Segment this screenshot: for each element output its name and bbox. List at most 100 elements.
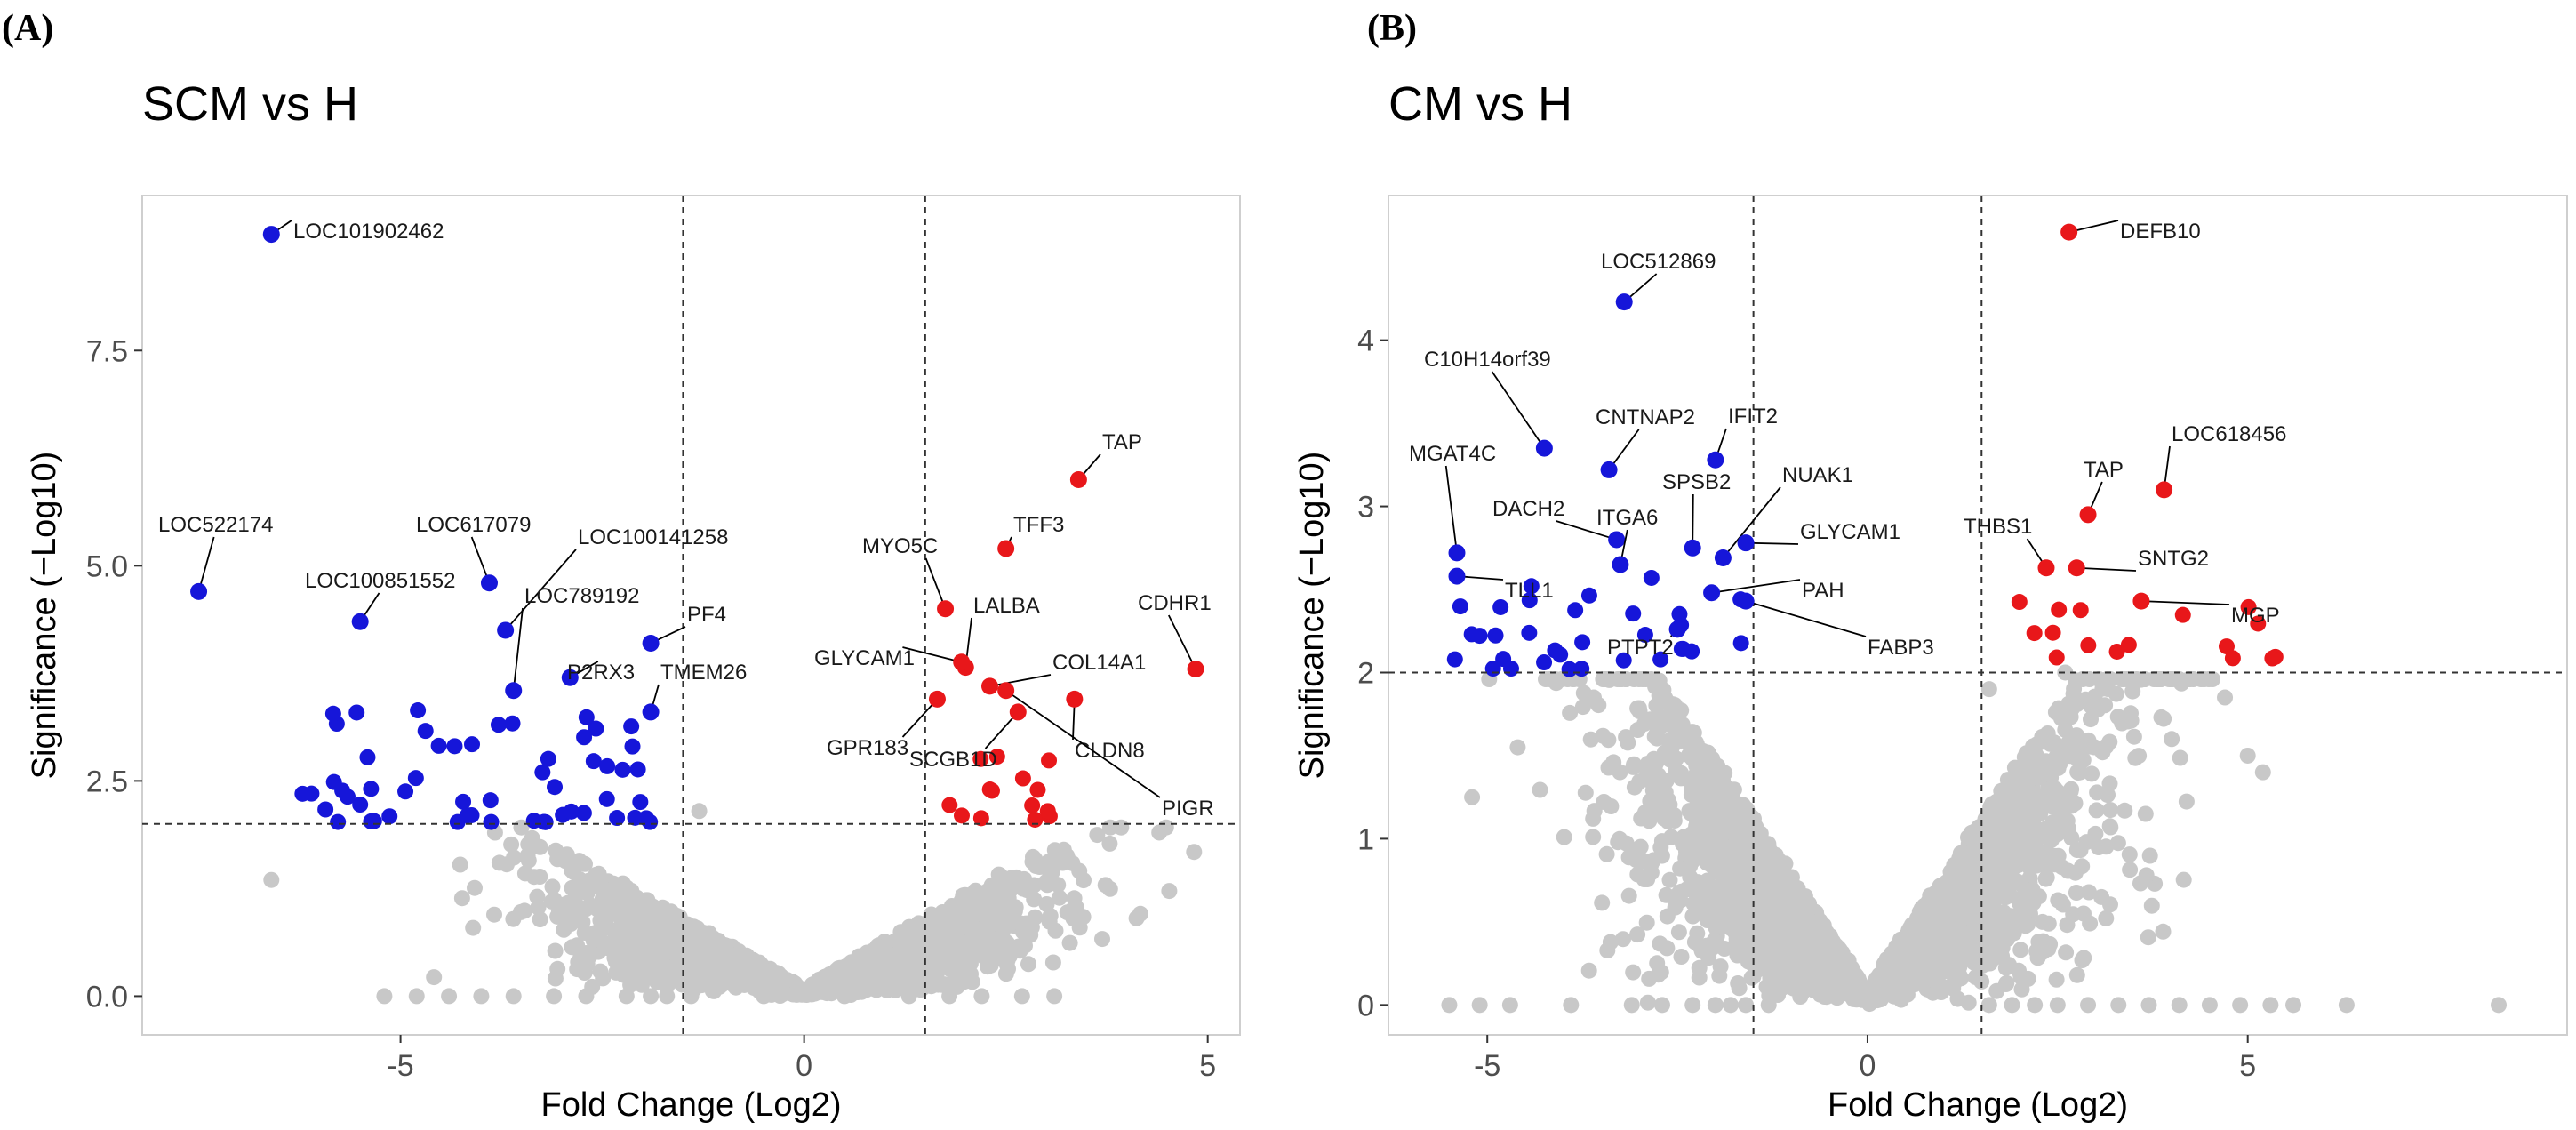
down-point <box>317 801 334 818</box>
ns-point <box>2088 802 2105 819</box>
ns-point <box>1562 704 1579 721</box>
ns-point <box>654 934 671 950</box>
ns-point <box>1949 990 1966 1007</box>
ns-point <box>869 938 886 955</box>
up-point <box>972 810 989 827</box>
down-point <box>397 783 414 800</box>
labeled-gene-point <box>937 600 955 618</box>
labeled-gene-point <box>1187 661 1204 678</box>
down-point <box>525 813 542 829</box>
ns-point <box>1076 872 1092 889</box>
ns-point <box>2178 793 2195 810</box>
labeled-gene-point <box>351 613 369 630</box>
down-point <box>578 709 595 725</box>
gene-label: TAP <box>1102 430 1142 454</box>
gene-label: CLDN8 <box>1075 739 1145 763</box>
down-point <box>464 736 481 753</box>
labeled-gene-point <box>1066 690 1084 708</box>
ns-point <box>623 883 640 899</box>
ns-point <box>1661 871 1678 888</box>
ns-point <box>1026 891 1043 908</box>
ns-point <box>756 963 773 980</box>
up-point <box>1014 770 1031 787</box>
up-point <box>1024 797 1041 814</box>
ns-point <box>969 946 986 963</box>
down-point <box>325 773 342 790</box>
ns-point <box>1663 805 1680 822</box>
down-point <box>303 785 320 802</box>
up-point <box>981 781 998 798</box>
labeled-gene-point <box>642 703 660 721</box>
ns-point <box>1629 926 1646 943</box>
significant-points <box>294 702 1058 830</box>
ns-point <box>1556 829 1572 845</box>
down-point <box>417 723 434 740</box>
down-point <box>330 813 347 830</box>
gene-label: LOC522174 <box>158 513 273 537</box>
ns-point <box>2047 704 2064 721</box>
ns-point <box>594 902 611 918</box>
ns-point <box>525 869 542 886</box>
labeled-gene-point <box>1009 703 1027 721</box>
ns-point <box>503 836 520 853</box>
ns-point <box>1594 894 1611 911</box>
ns-point <box>1050 877 1067 894</box>
gene-label: TFF3 <box>1013 513 1064 537</box>
ns-point <box>670 929 687 946</box>
ns-point <box>785 986 802 1003</box>
ns-point <box>996 885 1013 902</box>
gene-label: PIGR <box>1162 797 1214 821</box>
ns-point <box>1037 874 1054 891</box>
ns-point <box>1585 810 1602 827</box>
ns-point <box>886 951 903 968</box>
leader-line <box>1005 689 1161 798</box>
ns-point <box>981 930 998 947</box>
ns-point <box>1068 899 1084 916</box>
up-point <box>941 797 958 813</box>
ns-point <box>941 988 958 1005</box>
ns-point <box>1577 784 1594 801</box>
down-point <box>482 792 499 809</box>
ns-point <box>426 969 443 986</box>
ns-point <box>997 966 1014 982</box>
labeled-gene-point <box>980 677 998 695</box>
ns-point <box>887 982 904 998</box>
ns-point <box>2058 944 2075 961</box>
down-point <box>407 770 424 787</box>
down-point <box>340 789 356 805</box>
ns-point <box>610 946 627 963</box>
ns-point <box>644 916 661 932</box>
down-point <box>547 779 564 796</box>
ns-point <box>966 891 983 908</box>
ns-point <box>549 908 566 925</box>
labeled-gene-point <box>262 226 280 244</box>
leader-line <box>197 536 215 592</box>
ns-point <box>659 988 676 1005</box>
ns-point <box>992 867 1009 884</box>
y-tick-label: 2.5 <box>86 765 128 798</box>
y-axis-label: Significance (−Log10) <box>26 452 63 780</box>
chart-panel-b: (B)CM vs HDEFB10LOC512869C10H14orf39CNTN… <box>1293 8 2568 1124</box>
gene-label: COL14A1 <box>1052 651 1146 675</box>
ns-point <box>2102 802 2119 819</box>
ns-point <box>683 988 700 1005</box>
ns-point <box>2089 784 2106 801</box>
down-point <box>348 704 365 721</box>
down-point <box>363 781 380 797</box>
ns-point <box>2076 950 2092 966</box>
ns-point <box>263 871 280 888</box>
labeled-gene-point <box>928 690 946 708</box>
ns-point <box>1013 988 1030 1005</box>
down-point <box>540 750 556 767</box>
ns-point <box>920 958 937 974</box>
panel-label: (B) <box>1367 8 1417 49</box>
ns-point <box>1161 883 1178 900</box>
ns-point <box>1997 889 2014 906</box>
ns-point <box>1600 732 1617 749</box>
ns-point <box>544 878 561 895</box>
ns-point <box>2109 835 2126 852</box>
ns-point <box>1051 889 1068 906</box>
ns-point <box>546 988 563 1005</box>
gene-label: LOC100851552 <box>305 569 455 593</box>
